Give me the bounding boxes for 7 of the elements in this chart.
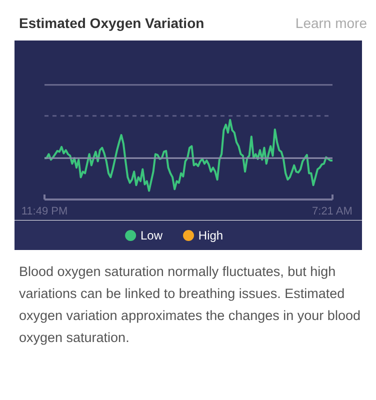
text: Blood oxygen saturation normally fluctuates, but high variations can be linked to breathing issues. Estimated oxygen variation approximates the changes in your blood oxygen saturation. [19, 263, 362, 347]
legend-label: High [198, 228, 224, 242]
x-tick-label: 7:21 AM [312, 206, 352, 218]
text: Learn more [295, 14, 367, 33]
chart-title: Estimated Oxygen Variation [19, 14, 204, 33]
x-tick-label: 11:49 PM [21, 206, 68, 218]
legend-label: Low [140, 228, 163, 242]
